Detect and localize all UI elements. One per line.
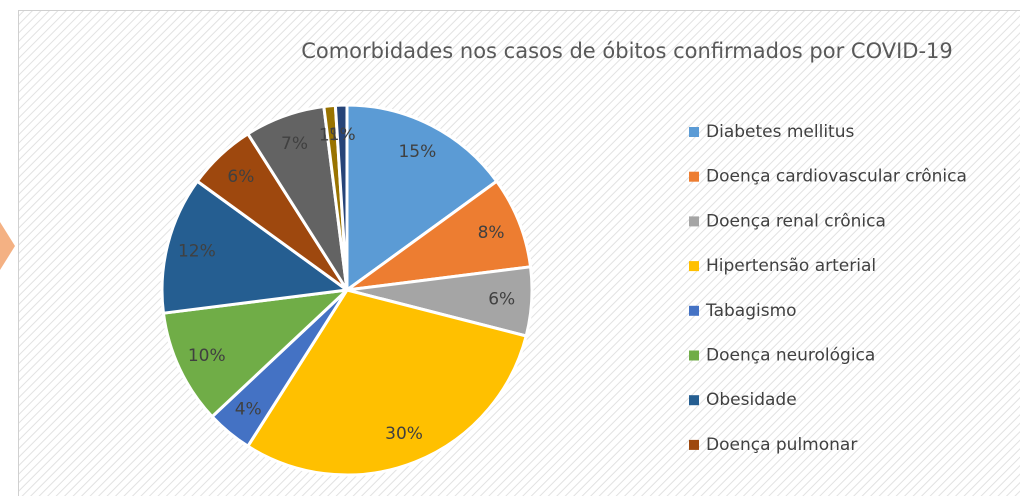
legend-swatch	[689, 216, 699, 227]
data-label: 6%	[227, 167, 254, 187]
pie-slice	[160, 179, 349, 315]
legend-label: Diabetes mellitus	[706, 122, 854, 142]
side-arrow	[0, 222, 15, 270]
legend-label: Hipertensão arterial	[706, 256, 876, 276]
data-label: 10%	[188, 346, 226, 366]
legend-label: Tabagismo	[705, 301, 797, 321]
pie-slice	[333, 103, 349, 292]
pie-slice	[161, 288, 349, 419]
pie-slice	[345, 103, 499, 292]
data-label: 7%	[281, 134, 308, 154]
pie: 15%8%6%30%4%10%12%6%7% 1%1%	[160, 103, 534, 477]
data-label: 8%	[478, 223, 505, 243]
legend-swatch	[689, 261, 699, 272]
legend-swatch	[689, 439, 699, 450]
data-label: 15%	[398, 142, 436, 162]
legend-swatch	[689, 127, 699, 137]
legend-swatch	[689, 395, 699, 406]
pie-slice	[246, 288, 528, 477]
chart-title: Comorbidades nos casos de óbitos confirm…	[301, 39, 953, 63]
legend-label: Doença renal crônica	[706, 211, 886, 231]
legend-swatch	[689, 171, 699, 182]
data-label: 1%	[329, 125, 356, 145]
data-label: 4%	[235, 399, 262, 419]
data-label: 12%	[178, 241, 216, 261]
legend-label: Doença pulmonar	[706, 435, 857, 455]
legend-label: Doença cardiovascular crônica	[706, 167, 967, 187]
legend-swatch	[689, 305, 699, 316]
data-label: 6%	[488, 290, 515, 310]
legend: Diabetes mellitus Doença cardiovascular c…	[689, 122, 967, 455]
pie-slice	[345, 179, 533, 292]
legend-swatch	[689, 350, 699, 361]
legend-label: Doença neurológica	[706, 346, 875, 366]
data-label: 30%	[385, 424, 423, 444]
legend-label: Obesidade	[706, 390, 797, 410]
